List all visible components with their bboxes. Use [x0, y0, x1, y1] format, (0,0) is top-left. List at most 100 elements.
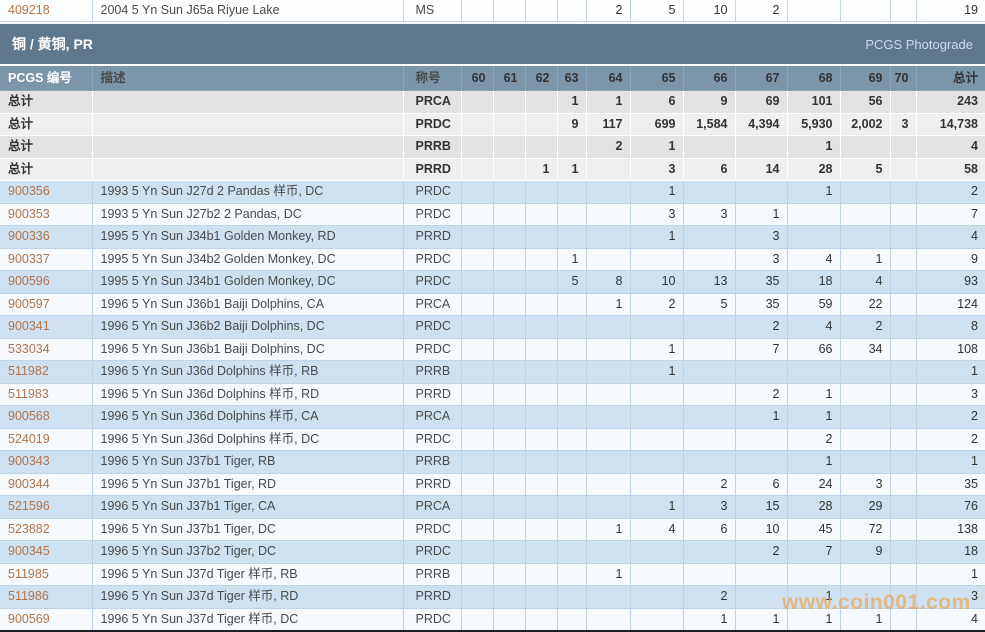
designation: PRRD	[402, 473, 462, 496]
pcgs-number-link[interactable]: 900341	[8, 319, 50, 333]
total-count-cell: 1	[915, 360, 985, 384]
table-row: 900345 1996 5 Yn Sun J37b2 Tiger, DC PRDC 2…	[0, 540, 985, 564]
grade-count-cell	[524, 203, 558, 226]
column-header-total: 总计	[915, 66, 985, 91]
section-title: 铜 / 黄铜, PR	[12, 36, 93, 52]
grade-count-cell: 6	[734, 473, 788, 496]
total-count-cell: 19	[915, 0, 985, 22]
pcgs-number-link[interactable]: 900343	[8, 454, 50, 468]
coin-description: 1996 5 Yn Sun J37b2 Tiger, DC	[91, 540, 404, 564]
grade-count-cell: 1	[556, 248, 587, 271]
grade-count-cell	[556, 540, 587, 564]
grade-count-cell	[556, 360, 587, 384]
grade-count-cell: 9	[682, 90, 736, 114]
grade-count-cell: 35	[734, 270, 788, 294]
grade-count-cell: 45	[786, 518, 841, 541]
grade-count-cell: 2	[734, 0, 788, 22]
grade-count-cell: 34	[839, 338, 891, 361]
grade-count-cell	[682, 248, 736, 271]
grade-count-cell: 28	[786, 158, 841, 181]
grade-count-cell	[460, 248, 494, 271]
pcgs-number-link[interactable]: 900344	[8, 476, 50, 491]
grade-count-cell: 1	[629, 360, 684, 384]
pcgs-number-link[interactable]: 900569	[8, 611, 50, 626]
grade-count-cell	[786, 0, 841, 22]
designation: PRDC	[402, 113, 462, 136]
table-row: 511982 1996 5 Yn Sun J36d Dolphins 样币, RB…	[0, 360, 985, 384]
previous-section-table: 409218 2004 5 Yn Sun J65a Riyue Lake MS 2 5 1…	[0, 0, 985, 22]
coin-description: 1996 5 Yn Sun J37b1 Tiger, RD	[91, 473, 404, 496]
coin-description: 1996 5 Yn Sun J37b1 Tiger, DC	[91, 518, 404, 541]
grade-count-cell	[492, 315, 526, 339]
grade-count-cell: 56	[839, 90, 891, 114]
grade-count-cell	[889, 248, 917, 271]
designation: PRDC	[402, 428, 462, 451]
pcgs-number-link[interactable]: 511983	[8, 386, 49, 401]
pcgs-number-link[interactable]: 900568	[8, 409, 50, 423]
grade-count-cell	[492, 450, 526, 474]
pcgs-number-link[interactable]: 524019	[8, 431, 50, 446]
grade-count-cell: 10	[629, 270, 684, 294]
totals-row: 总计 PRRB 2 1 1 4	[0, 135, 985, 159]
pcgs-number-link[interactable]: 900353	[8, 206, 50, 221]
grade-count-cell: 699	[629, 113, 684, 136]
photograde-label: PCGS Photograde	[865, 36, 973, 52]
grade-count-cell	[556, 495, 587, 519]
grade-count-cell: 1	[786, 608, 841, 630]
grade-count-cell	[556, 473, 587, 496]
grade-count-cell	[524, 518, 558, 541]
grade-count-cell	[556, 405, 587, 429]
grade-count-cell	[524, 540, 558, 564]
grade-count-cell	[460, 158, 494, 181]
coin-description: 1996 5 Yn Sun J37d Tiger 样币, RD	[91, 585, 404, 609]
grade-count-cell	[682, 405, 736, 429]
table-row: 521596 1996 5 Yn Sun J37b1 Tiger, CA PRCA 1…	[0, 495, 985, 519]
total-count-cell: 2	[915, 180, 985, 204]
pcgs-number-link[interactable]: 900337	[8, 251, 50, 266]
grade-count-cell	[460, 383, 494, 406]
table-row: 900343 1996 5 Yn Sun J37b1 Tiger, RB PRRB 1…	[0, 450, 985, 474]
column-header-designation: 称号	[402, 66, 462, 91]
grade-count-cell	[524, 383, 558, 406]
grade-count-cell	[492, 248, 526, 271]
pcgs-number-link[interactable]: 511985	[8, 566, 49, 581]
grade-count-cell: 2	[734, 540, 788, 564]
grade-count-cell	[585, 338, 631, 361]
pcgs-number-link[interactable]: 900345	[8, 544, 50, 558]
grade-count-cell	[492, 225, 526, 249]
grade-count-cell	[492, 180, 526, 204]
pcgs-number-link[interactable]: 409218	[8, 3, 50, 17]
pcgs-number-link[interactable]: 521596	[8, 499, 50, 513]
pcgs-number-link[interactable]: 511982	[8, 364, 49, 378]
grade-count-cell	[839, 0, 891, 22]
grade-count-cell: 10	[734, 518, 788, 541]
pcgs-number-link[interactable]: 900336	[8, 229, 50, 243]
designation: PRDC	[402, 518, 462, 541]
coin-description: 1995 5 Yn Sun J34b2 Golden Monkey, DC	[91, 248, 404, 271]
pcgs-number-link[interactable]: 900597	[8, 296, 50, 311]
pcgs-number-link[interactable]: 511986	[8, 589, 49, 603]
grade-count-cell	[889, 428, 917, 451]
pcgs-number-link[interactable]: 900356	[8, 184, 50, 198]
grade-count-cell	[839, 180, 891, 204]
grade-count-cell: 117	[585, 113, 631, 136]
pcgs-number-link[interactable]: 900596	[8, 274, 50, 288]
pcgs-number-link[interactable]: 523882	[8, 521, 50, 536]
grade-count-cell	[460, 315, 494, 339]
grade-count-cell: 9	[839, 540, 891, 564]
section-header: 铜 / 黄铜, PR PCGS Photograde	[0, 22, 985, 66]
grade-count-cell	[889, 203, 917, 226]
grade-count-cell	[556, 293, 587, 316]
grade-count-cell	[524, 90, 558, 114]
grade-count-cell: 1	[629, 495, 684, 519]
grade-count-cell	[524, 495, 558, 519]
grade-count-cell	[524, 473, 558, 496]
grade-count-cell	[889, 495, 917, 519]
totals-label: 总计	[8, 94, 34, 108]
column-header-grade-66: 66	[682, 66, 736, 91]
grade-count-cell	[629, 248, 684, 271]
grade-count-cell: 1	[629, 338, 684, 361]
pcgs-number-link[interactable]: 533034	[8, 341, 50, 356]
grade-count-cell: 1	[585, 563, 631, 586]
